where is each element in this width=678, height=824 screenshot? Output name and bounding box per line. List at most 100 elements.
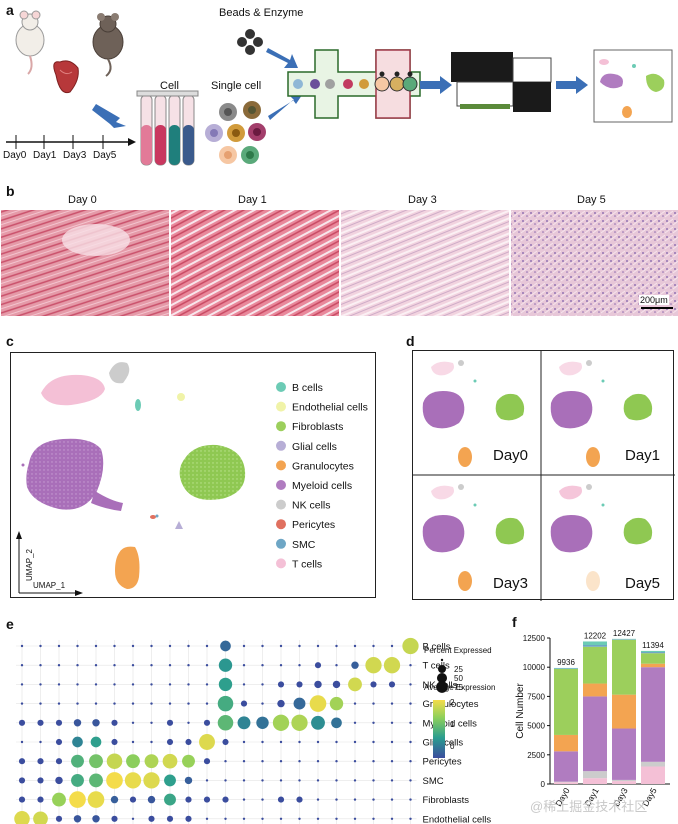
beads-icon <box>237 29 263 55</box>
microfluidic-chip-icon <box>287 49 421 119</box>
cluster-glial <box>175 521 183 529</box>
legend-label-smc: SMC <box>292 539 316 551</box>
dot <box>52 792 66 807</box>
day-cluster-granulocytes <box>458 571 472 591</box>
dot <box>242 760 246 763</box>
dot <box>242 664 246 667</box>
size-legend-dot <box>440 658 444 662</box>
dot <box>185 738 192 746</box>
bar-segment-nk-cells <box>554 781 578 783</box>
dot <box>220 640 231 652</box>
timeline-day1: Day1 <box>33 150 57 161</box>
dot <box>218 677 233 692</box>
dot <box>298 760 301 763</box>
dot <box>148 815 155 822</box>
dot <box>113 664 116 667</box>
color-legend-label: 2 <box>450 698 455 707</box>
dotplot-row-label: T cells <box>423 661 451 672</box>
day-cluster-granulocytes <box>586 571 600 591</box>
dot <box>409 779 412 782</box>
dot <box>164 774 176 787</box>
dot <box>218 658 233 672</box>
dot <box>353 760 357 763</box>
dot <box>205 779 209 782</box>
legend-swatch-myeloid-cells <box>276 480 286 490</box>
dot <box>242 740 246 744</box>
dot <box>55 738 63 746</box>
dot <box>55 815 63 822</box>
dot <box>316 644 320 648</box>
day-cluster-myeloid <box>422 515 465 553</box>
dot <box>279 740 283 744</box>
dot <box>71 773 84 787</box>
dot <box>293 697 306 710</box>
panel-label-b: b <box>6 183 15 199</box>
dot <box>298 779 301 782</box>
mouse-white-icon <box>15 10 45 75</box>
dot <box>353 702 357 705</box>
dotplot-row-label: Pericytes <box>423 757 462 768</box>
cluster-myeloid <box>26 438 104 510</box>
dot <box>92 815 100 823</box>
size-legend-dot <box>436 681 448 693</box>
dot <box>331 717 342 729</box>
dot <box>20 683 24 686</box>
dot <box>314 662 322 669</box>
dot <box>296 681 303 688</box>
dot <box>39 740 42 744</box>
bar-segment-myeloid-cells <box>641 667 665 762</box>
dot <box>298 817 301 820</box>
dot <box>353 740 357 744</box>
dot <box>256 716 269 729</box>
dot <box>390 702 394 705</box>
y-tick-label: 2500 <box>527 751 545 760</box>
dot <box>76 644 79 648</box>
dot <box>388 681 396 688</box>
dot <box>277 796 285 803</box>
dot <box>94 664 98 667</box>
dot <box>187 683 190 686</box>
dot <box>37 719 44 726</box>
legend-swatch-nk-cells <box>276 499 286 510</box>
bar-segment-granulocytes <box>641 663 665 668</box>
dot <box>372 760 375 763</box>
bar-segment-myeloid-cells <box>554 751 578 782</box>
dot <box>39 644 42 648</box>
heart-icon <box>53 60 79 94</box>
dot <box>166 815 174 822</box>
dot <box>150 721 153 724</box>
dot <box>131 702 135 705</box>
dotplot-row-label: Fibroblasts <box>423 795 470 806</box>
bar-segment-smc <box>612 639 636 640</box>
dot <box>143 772 160 789</box>
dot <box>242 683 246 686</box>
dot <box>370 681 377 688</box>
day-cluster-nk <box>458 360 464 366</box>
umap-x-axis-label: UMAP_1 <box>33 581 66 590</box>
dot <box>224 760 227 763</box>
test-tubes-icon <box>136 90 199 166</box>
dot <box>205 664 209 667</box>
dot <box>147 795 156 804</box>
dot <box>199 734 215 750</box>
size-legend-label: 25 <box>454 665 463 674</box>
dot <box>187 702 190 705</box>
dot <box>309 695 327 712</box>
dot <box>390 644 394 648</box>
dot <box>37 758 44 765</box>
dot <box>279 779 283 782</box>
dot <box>335 740 338 744</box>
dot <box>106 772 123 789</box>
color-legend-label: 0 <box>450 742 455 751</box>
dot <box>131 664 135 667</box>
dot <box>279 817 283 820</box>
day-cluster-fibroblasts <box>495 393 525 421</box>
dot <box>372 702 375 705</box>
dot <box>353 779 357 782</box>
legend-swatch-smc <box>276 538 286 549</box>
cluster-fibroblasts <box>179 444 246 500</box>
histology-title-day1: Day 1 <box>238 194 267 206</box>
size-legend-label: 50 <box>454 674 463 683</box>
dot <box>372 779 375 782</box>
dot <box>106 753 123 769</box>
